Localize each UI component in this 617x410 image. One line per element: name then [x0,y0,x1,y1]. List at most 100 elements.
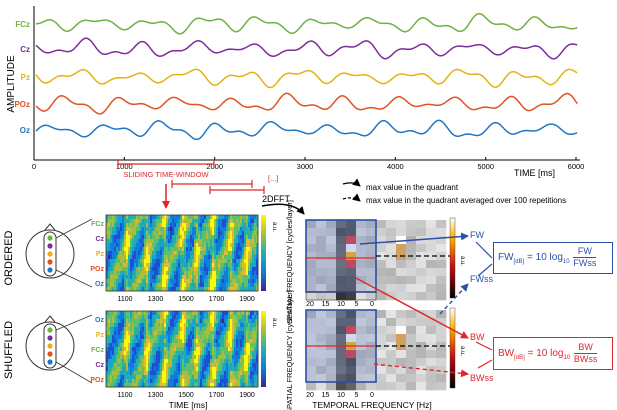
bw-equation: BW[dB] = 10 log10 BW BWss [498,340,598,372]
shuffled-electrode-pz [47,343,53,349]
ordered-electrode-poz [47,259,53,265]
heatmap-x-tick: 1100 [117,296,132,303]
eeg-x-tick: 5000 [477,162,494,171]
window-ellipsis: [...] [268,174,278,183]
shuffled-electrode-poz [47,351,53,357]
heatmap-x-tick: 1900 [239,392,255,399]
spectrum-x-tick: 0 [370,392,374,399]
ordered-channel-pz: Pz [96,251,105,258]
fw-eq-lhs: FW [498,252,514,263]
shuffled-electrode-cz [47,335,53,341]
bw-eq-lhs: BW [498,348,515,359]
shuffled-nose [44,315,56,323]
ordered-electrode-pz [47,251,53,257]
spectra-x-label: TEMPORAL FREQUENCY [Hz] [312,400,432,410]
bw-eq-mid: = 10 log [524,348,564,359]
spectra-y-label-top: SPATIAL FREQUENCY [cycles/layer] [285,200,294,324]
sliding-window-label: SLIDING TIME-WINDOW [123,170,209,179]
eeg-trace-cz [35,37,578,60]
shuffled-x-ticks: 1100 1300 1500 1700 1900 [117,392,254,399]
eeg-panel: AMPLITUDE FCz Cz Pz POz Oz 0 1000 2000 3000 4000… [6,6,584,178]
ordered-title: ORDERED [3,230,15,285]
spectrum-x-tick: 10 [337,301,345,308]
fft-label: 2DFFT [262,194,291,204]
spectrum-ordered-colorbar-label: a.u. [459,256,465,266]
spectrum-x-tick: 20 [306,301,314,308]
heatmap-x-tick: 1500 [178,296,194,303]
bw-label: BW [470,332,485,342]
spectrum-x-tick: 10 [337,392,345,399]
shuffled-colorbar [261,311,266,387]
spectrum-x-tick: 5 [355,301,359,308]
spectrum-shuffled [305,309,450,391]
eeg-trace-oz [35,119,578,141]
spectrum-shuffled-x-ticks: 20 15 10 5 0 [306,392,374,399]
shuffled-x-label: TIME [ms] [169,400,208,410]
spectrum-ordered-x-ticks: 20 15 10 5 0 [306,301,374,308]
heatmap-x-tick: 1500 [178,392,194,399]
eeg-x-tick: 3000 [297,162,314,171]
eeg-x-tick: 0 [32,162,36,171]
fft-arrow [261,203,305,215]
ordered-x-ticks: 1100 1300 1500 1700 1900 [117,296,254,303]
heatmap-x-tick: 1300 [148,392,164,399]
spectrum-x-tick: 20 [306,392,314,399]
ordered-colorbar-label: a.u. [271,222,277,232]
eeg-trace-poz [35,92,578,115]
spectrum-shuffled-colorbar-label: a.u. [459,346,465,356]
eeg-label-oz: Oz [20,126,30,135]
eeg-trace-pz [35,68,578,89]
bw-eq-numerator: BW [573,342,598,354]
bw-eq-fraction: BW BWss [573,342,598,365]
bw-equation-box [493,337,613,370]
eeg-x-tick: 2000 [206,162,223,171]
spectrum-x-tick: 15 [322,301,330,308]
fw-label: FW [470,230,484,240]
shuffled-colorbar-label: a.u. [271,318,277,328]
fw-ss-label: FWss [470,274,493,284]
heatmap-x-tick: 1900 [239,296,255,303]
eeg-label-poz: POz [14,100,30,109]
eeg-x-tick: 4000 [387,162,404,171]
legend-solid-text: max value in the quadrant [366,183,459,192]
shuffled-head-diagram [25,315,75,371]
eeg-x-label: TIME [ms] [514,168,555,178]
shuffled-channel-fcz: FCz [91,347,104,354]
heatmap-x-tick: 1300 [148,296,164,303]
sliding-window: SLIDING TIME-WINDOW [...] [117,160,278,209]
fw-eq-sub: [dB] [513,259,525,265]
ordered-head-diagram [25,223,75,279]
bw-eq-denominator: BWss [573,353,598,364]
shuffled-channel-poz: POz [90,377,104,384]
spectrum-ordered [305,219,450,301]
shuffled-electrode-fcz [47,327,53,333]
shuffled-channel-pz: Pz [96,332,105,339]
spectrum-ordered-colorbar [449,217,456,299]
spectra-y-label-bottom: SPATIAL FREQUENCY [cycles/layer] [285,290,294,410]
ordered-electrode-fcz [47,235,53,241]
heatmap-x-tick: 1700 [209,392,225,399]
legend-dashed-text: max value in the quadrant averaged over … [366,196,566,205]
fw-equation-box [493,242,613,274]
eeg-traces [35,12,578,141]
ordered-nose [44,223,56,231]
fw-eq-denominator: FWss [573,257,597,268]
bw-ss-label: BWss [470,373,494,383]
eeg-label-cz: Cz [20,45,30,54]
fw-eq-mid: = 10 log [524,252,563,263]
eeg-y-label: AMPLITUDE [6,55,17,113]
eeg-label-pz: Pz [21,73,30,82]
fw-equation: FW[dB] = 10 log10 FW FWss [498,245,597,275]
eeg-x-ticks: 0 1000 2000 3000 4000 5000 6000 [32,157,584,171]
eeg-x-tick: 6000 [568,162,585,171]
shuffled-heatmap [105,310,259,388]
fw-connectors [359,232,493,315]
ordered-electrode-oz [47,267,53,273]
spectrum-shuffled-colorbar [449,307,456,389]
shuffled-electrode-oz [47,359,53,365]
heatmap-x-tick: 1700 [209,296,225,303]
fw-eq-log-sub: 10 [562,259,570,265]
legend: max value in the quadrant max value in t… [342,178,566,205]
ordered-channel-poz: POz [90,266,104,273]
